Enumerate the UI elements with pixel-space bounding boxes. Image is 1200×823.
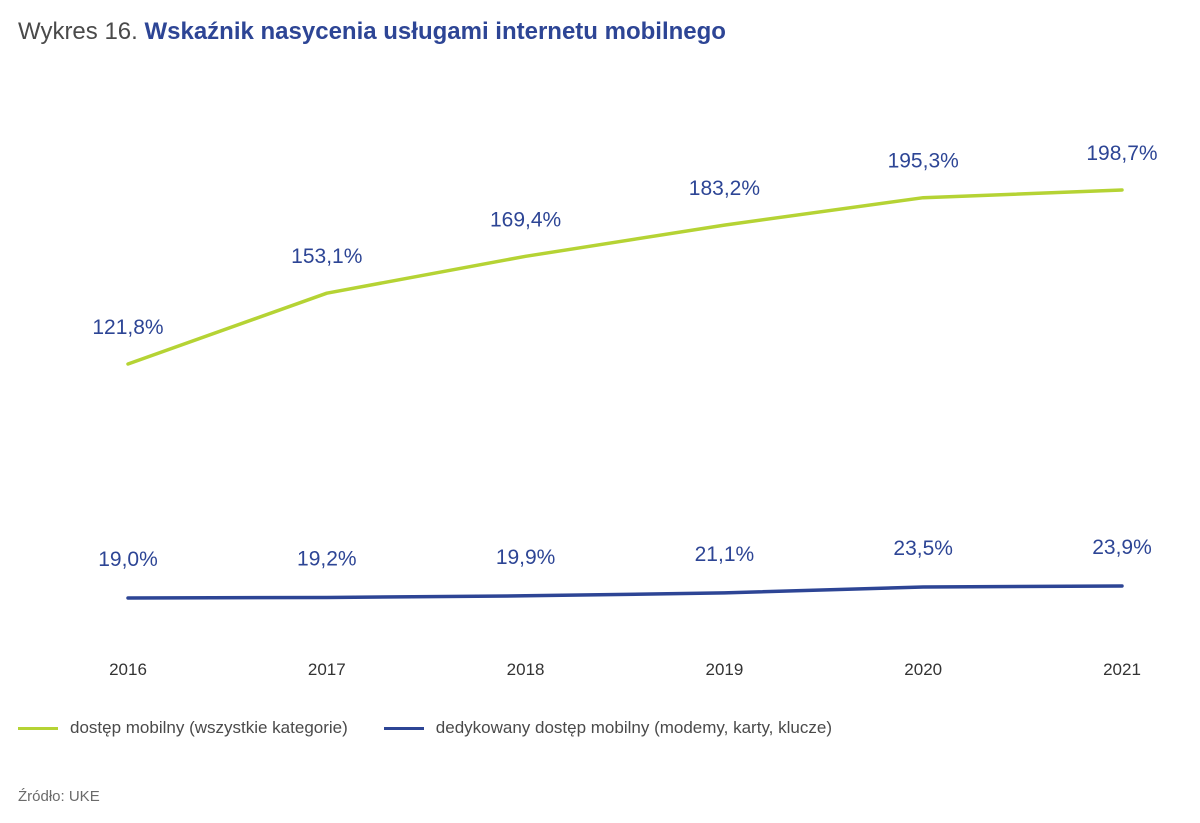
x-tick-label-2019: 2019 — [705, 660, 743, 679]
series-line-dedicated — [126, 584, 1124, 600]
data-label-dedicated-2016: 19,0% — [98, 548, 158, 571]
chart-title: Wykres 16. Wskaźnik nasycenia usługami i… — [18, 18, 726, 46]
data-label-all-categories-2021: 198,7% — [1086, 142, 1157, 165]
source-note: Źródło: UKE — [18, 788, 100, 805]
legend-item-all-categories: dostęp mobilny (wszystkie kategorie) — [18, 718, 348, 738]
chart-title-main: Wskaźnik nasycenia usługami internetu mo… — [144, 18, 726, 45]
data-label-all-categories-2018: 169,4% — [490, 208, 561, 231]
legend-item-dedicated: dedykowany dostęp mobilny (modemy, karty… — [383, 718, 832, 738]
x-tick-label-2016: 2016 — [109, 660, 147, 679]
data-label-all-categories-2019: 183,2% — [689, 177, 760, 200]
legend-swatch-all-categories — [18, 726, 58, 730]
legend-label-dedicated: dedykowany dostęp mobilny (modemy, karty… — [435, 718, 832, 737]
x-tick-label-2017: 2017 — [308, 660, 346, 679]
data-label-all-categories-2017: 153,1% — [291, 245, 362, 268]
data-label-all-categories-2016: 121,8% — [92, 316, 163, 339]
x-tick-label-2018: 2018 — [507, 660, 545, 679]
data-label-dedicated-2019: 21,1% — [695, 543, 755, 566]
data-label-all-categories-2020: 195,3% — [888, 150, 959, 173]
data-label-dedicated-2018: 19,9% — [496, 546, 556, 569]
data-label-dedicated-2021: 23,9% — [1092, 536, 1152, 559]
x-tick-label-2020: 2020 — [904, 660, 942, 679]
chart-legend: dostęp mobilny (wszystkie kategorie) ded… — [18, 718, 868, 738]
data-label-dedicated-2017: 19,2% — [297, 548, 357, 571]
x-tick-label-2021: 2021 — [1103, 660, 1141, 679]
data-label-dedicated-2020: 23,5% — [893, 537, 953, 560]
legend-label-all-categories: dostęp mobilny (wszystkie kategorie) — [70, 718, 348, 737]
legend-swatch-dedicated — [383, 726, 424, 730]
series-line-all-categories — [126, 188, 1124, 366]
chart-title-prefix: Wykres 16. — [18, 18, 138, 45]
